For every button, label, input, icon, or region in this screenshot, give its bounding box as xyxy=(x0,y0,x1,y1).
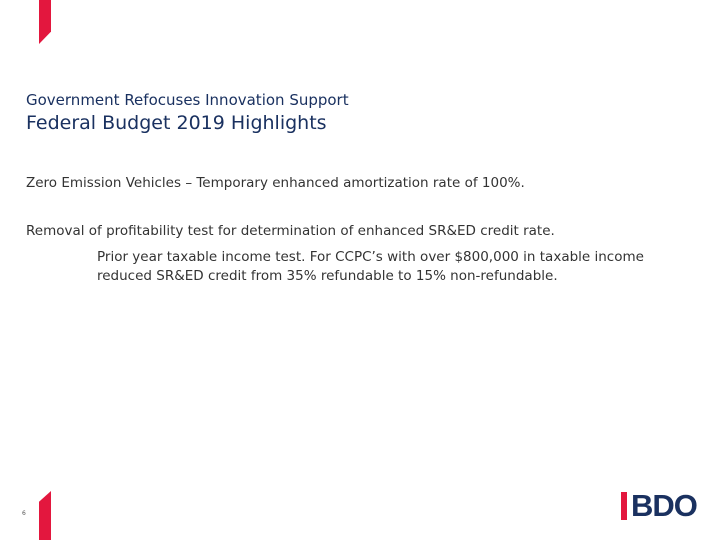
sub-bullet-prior-year-test: Prior year taxable income test. For CCPC… xyxy=(97,248,697,286)
logo-text: BDO xyxy=(631,488,698,523)
bullet-profitability-test: Removal of profitability test for determ… xyxy=(26,223,555,239)
bullet-zero-emission-vehicles: Zero Emission Vehicles – Temporary enhan… xyxy=(26,175,525,191)
top-accent-bar xyxy=(39,0,51,44)
sub-bullet-line: reduced SR&ED credit from 35% refundable… xyxy=(97,268,558,284)
logo-bracket-icon xyxy=(621,492,627,520)
page-number: 6 xyxy=(22,510,26,517)
bottom-accent-bar xyxy=(39,491,51,540)
slide-title: Federal Budget 2019 Highlights xyxy=(26,112,327,134)
sub-bullet-line: Prior year taxable income test. For CCPC… xyxy=(97,249,644,265)
slide-subtitle: Government Refocuses Innovation Support xyxy=(26,91,349,109)
